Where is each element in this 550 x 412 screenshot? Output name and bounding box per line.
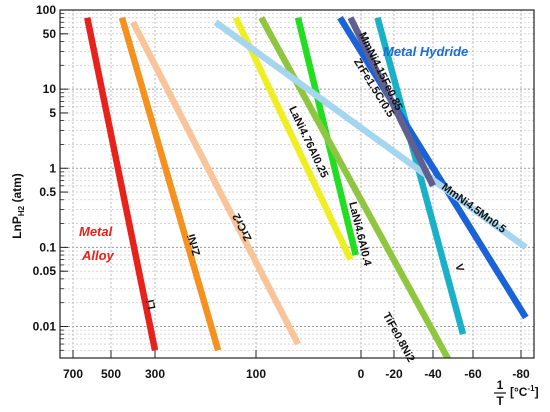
series-line-zrcr2	[130, 20, 301, 346]
y-tick-label: 0.01	[33, 320, 57, 334]
x-tick-label: -40	[424, 367, 442, 381]
x-axis-title: 1 T [°C-1]	[494, 378, 539, 408]
y-tick-label: 10	[43, 82, 57, 96]
x-tick-label: -80	[512, 367, 530, 381]
x-tick-label: 500	[101, 367, 121, 381]
x-tick-label: 100	[246, 367, 266, 381]
y-tick-label: 100	[36, 3, 56, 17]
series-label-zrcr2: ZrCr2	[231, 211, 255, 243]
series-label-v: V	[452, 263, 466, 274]
metal-alloy-label-line2: Alloy	[81, 248, 115, 263]
metal-hydride-label: Metal Hydride	[383, 44, 468, 59]
y-axis-title: LnPH2 (atm)	[10, 173, 26, 239]
x-tick-label: -60	[464, 367, 482, 381]
series-label-zrni: ZrNi	[186, 232, 204, 256]
x-tick-label: 700	[63, 367, 83, 381]
y-tick-label: 0.1	[39, 240, 56, 254]
x-tick-label: 300	[145, 367, 165, 381]
series-line-zrni	[118, 16, 222, 352]
series-line-lani4-76al0-25	[232, 16, 354, 262]
metal-alloy-label-line1: Metal	[79, 224, 113, 239]
svg-text:[°C-1]: [°C-1]	[510, 384, 539, 399]
svg-text:1: 1	[497, 378, 504, 392]
series-line-zrfe1-5cr0-5	[337, 15, 529, 320]
series-line-mmni4-5mn0-5	[213, 19, 528, 251]
y-tick-label: 1	[49, 161, 56, 175]
plot-frame	[59, 9, 535, 359]
y-tick-label: 50	[43, 27, 57, 41]
y-tick-label: 0.5	[39, 185, 56, 199]
series-line-mmni4-15fe0-85	[347, 16, 436, 188]
series-line-v	[374, 16, 467, 336]
y-tick-label: 0.05	[33, 264, 57, 278]
series-label-tife0-8ni2: TiFe0.8Ni2	[380, 310, 417, 364]
svg-text:T: T	[496, 394, 504, 408]
grid	[60, 9, 534, 359]
x-tick-label: -20	[385, 367, 403, 381]
plot-border	[59, 9, 535, 359]
y-tick-label: 5	[49, 106, 56, 120]
series-label-li: Li	[145, 298, 159, 310]
series-layer	[84, 15, 529, 358]
series-line-li	[84, 17, 159, 351]
x-tick-label: 0	[358, 367, 365, 381]
